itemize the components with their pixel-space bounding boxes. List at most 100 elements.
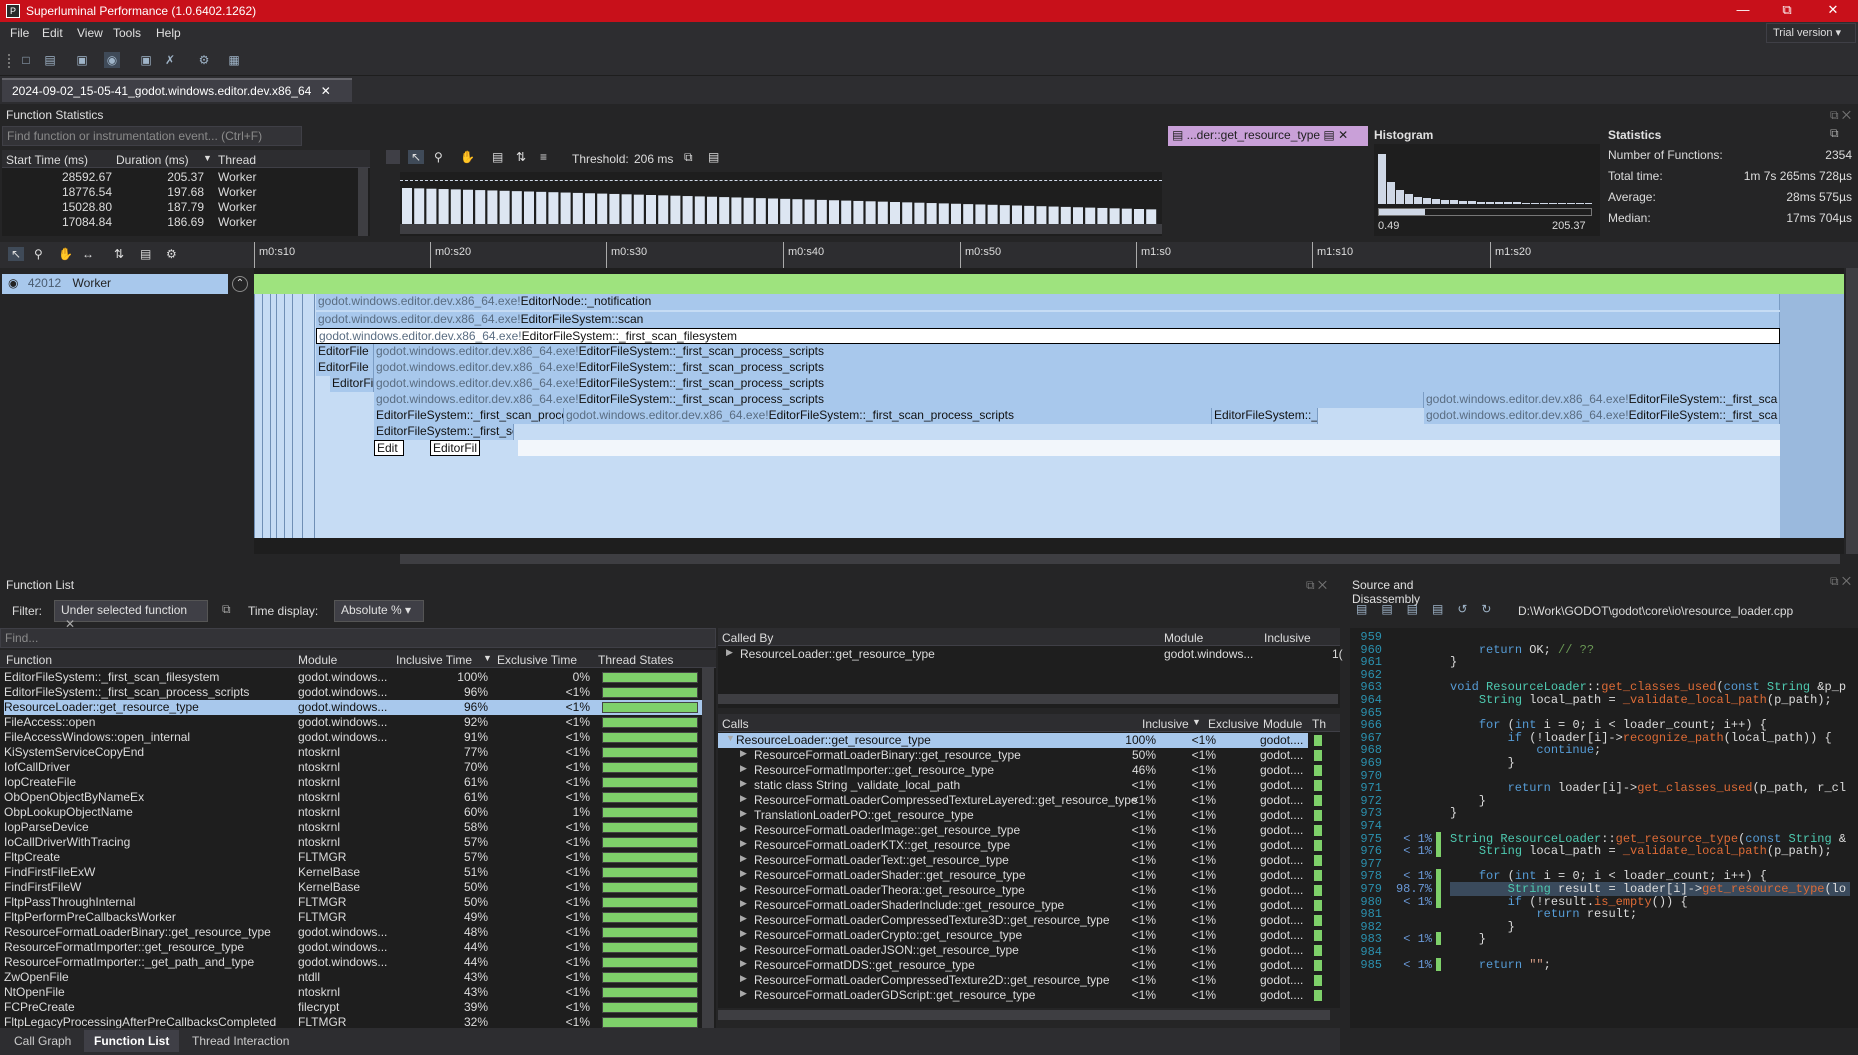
function-list-row[interactable]: IopCreateFile ntoskrnl 61% <1%: [4, 775, 714, 790]
calls-row[interactable]: ▶ ResourceFormatLoaderGDScript::get_resou…: [718, 988, 1322, 1003]
callstack-bar-short[interactable]: EditorFileSystem::_first_scan_proce: [374, 408, 564, 424]
fl-col-thread-states[interactable]: Thread States: [598, 653, 674, 667]
function-list-row[interactable]: FCPreCreate filecrypt 39% <1%: [4, 1000, 714, 1015]
calls-col-calls[interactable]: Calls: [722, 717, 749, 731]
source-line[interactable]: 961}: [1360, 655, 1458, 670]
source-line[interactable]: 972 }: [1360, 793, 1487, 808]
collapse-icon[interactable]: ⌃: [232, 276, 248, 292]
timeline-sort-icon[interactable]: ⇅: [114, 247, 125, 261]
function-list-row[interactable]: ObOpenObjectByNameEx ntoskrnl 61% <1%: [4, 790, 714, 805]
source-code-view[interactable]: 959 960 return OK; // ?? 961} 962 963 void Re…: [1350, 628, 1858, 1028]
callstack-bar-short[interactable]: EditorFi: [330, 376, 374, 392]
callstack-bar-process-scripts[interactable]: godot.windows.editor.dev.x86_64.exe!Edit…: [374, 360, 1780, 376]
function-list-scrollbar[interactable]: [702, 668, 714, 1030]
menu-file[interactable]: File: [10, 26, 30, 40]
calls-row[interactable]: ▶ ResourceFormatLoaderBinary::get_resourc…: [718, 748, 1322, 763]
callstack-bar-leaf[interactable]: [518, 440, 1780, 456]
source-line[interactable]: 967 if (!loader[i]->recognize_path(local…: [1360, 730, 1832, 745]
source-line[interactable]: 977: [1360, 856, 1382, 871]
document-tab[interactable]: 2024-09-02_15-05-41_godot.windows.editor…: [2, 78, 352, 102]
bars-icon[interactable]: ▤: [492, 150, 504, 164]
source-line[interactable]: 970: [1360, 768, 1382, 783]
stats-scrollbar[interactable]: [358, 168, 368, 236]
function-list-row[interactable]: KiSystemServiceCopyEnd ntoskrnl 77% <1%: [4, 745, 714, 760]
tab-call-graph[interactable]: Call Graph: [14, 1034, 72, 1048]
function-list-row[interactable]: IoCallDriverWithTracing ntoskrnl 57% <1%: [4, 835, 714, 850]
source-line[interactable]: 971 return loader[i]->get_classes_used(p…: [1360, 781, 1847, 796]
calls-row[interactable]: ▶ static class String _validate_local_pat…: [718, 778, 1322, 793]
calls-row[interactable]: ▶ ResourceFormatLoaderShaderInclude::get_…: [718, 898, 1322, 913]
source-line[interactable]: 983 < 1% }: [1360, 932, 1487, 947]
pan-icon[interactable]: ✋: [460, 150, 475, 164]
function-list-row[interactable]: EditorFileSystem::_first_scan_process_sc…: [4, 685, 714, 700]
calls-row[interactable]: ▶ ResourceFormatLoaderJSON::get_resource_…: [718, 943, 1322, 958]
cb-col-module[interactable]: Module: [1164, 631, 1204, 645]
sort-icon[interactable]: ⇅: [516, 150, 527, 164]
timeline-pan-icon[interactable]: ✋: [58, 247, 73, 261]
callstack-bar-first-scan-filesystem[interactable]: godot.windows.editor.dev.x86_64.exe!Edit…: [316, 328, 1780, 344]
tab-function-list[interactable]: Function List: [84, 1030, 180, 1052]
trial-dropdown[interactable]: Trial version ▾: [1766, 23, 1856, 43]
col-duration[interactable]: Duration (ms): [116, 153, 189, 167]
source-line[interactable]: 962: [1360, 667, 1382, 682]
callstack-bar-right[interactable]: godot.windows.editor.dev.x86_64.exe!Edit…: [1424, 392, 1780, 408]
timeline-filter-icon[interactable]: ▤: [140, 247, 152, 261]
function-search-input[interactable]: Find function or instrumentation event..…: [2, 126, 302, 146]
settings-icon[interactable]: ⚙: [198, 53, 210, 67]
col-start-time[interactable]: Start Time (ms): [6, 153, 89, 167]
calls-row[interactable]: ▶ ResourceFormatImporter::get_resource_ty…: [718, 763, 1322, 778]
callstack-bar-process-scripts[interactable]: godot.windows.editor.dev.x86_64.exe!Edit…: [374, 392, 1424, 408]
source-line[interactable]: 979 98.7% String result = loader[i]->get_…: [1350, 882, 1850, 897]
function-list-row[interactable]: IofCallDriver ntoskrnl 70% <1%: [4, 760, 714, 775]
menu-edit[interactable]: Edit: [42, 26, 63, 40]
calls-row[interactable]: ▶ ResourceFormatLoaderImage::get_resource…: [718, 823, 1322, 838]
distribution-scrollbar[interactable]: [400, 224, 1162, 234]
callstack-bar-right[interactable]: godot.windows.editor.dev.x86_64.exe!Edit…: [1424, 408, 1780, 424]
fl-col-function[interactable]: Function: [6, 653, 53, 667]
eye-icon[interactable]: ◉: [8, 276, 19, 290]
calls-col-thread[interactable]: Th: [1312, 717, 1327, 731]
callstack-bar-short[interactable]: EditorFileSystem::_: [1212, 408, 1318, 424]
cb-col-called-by[interactable]: Called By: [722, 631, 774, 645]
function-list-row[interactable]: ResourceFormatLoaderBinary::get_resource…: [4, 925, 714, 940]
source-line[interactable]: 965: [1360, 705, 1382, 720]
timeline-scrollbar[interactable]: [1846, 268, 1858, 554]
menu-help[interactable]: Help: [156, 26, 181, 40]
callstack-bar-process-scripts[interactable]: godot.windows.editor.dev.x86_64.exe!Edit…: [564, 408, 1212, 424]
timeline-hscrollbar[interactable]: [400, 554, 1840, 564]
zoom-icon[interactable]: ⚲: [434, 150, 443, 164]
calls-row[interactable]: ▶ ResourceFormatLoaderCompressedTexture3D…: [718, 913, 1322, 928]
source-line[interactable]: 978 < 1% for (int i = 0; i < loader_count…: [1360, 869, 1767, 884]
source-line[interactable]: 959: [1360, 630, 1382, 644]
callstack-bar-short[interactable]: EditorFile: [316, 360, 374, 376]
table-row[interactable]: 15028.80 187.79 Worker: [61, 200, 257, 214]
called-by-row[interactable]: ▶ ResourceLoader::get_resource_type godot.…: [726, 647, 1343, 661]
menu-view[interactable]: View: [77, 26, 103, 40]
fl-col-module[interactable]: Module: [298, 653, 338, 667]
source-line[interactable]: 980 < 1% if (!result.is_empty()) {: [1360, 894, 1688, 909]
source-line[interactable]: 964 String local_path = _validate_local_…: [1360, 693, 1832, 707]
source-line[interactable]: 973}: [1360, 806, 1458, 821]
calls-row[interactable]: ▶ TranslationLoaderPO::get_resource_type <…: [718, 808, 1322, 823]
source-line[interactable]: 966 for (int i = 0; i < loader_count; i+…: [1360, 718, 1767, 733]
function-list-row[interactable]: ResourceFormatImporter::get_resource_typ…: [4, 940, 714, 955]
function-list-row[interactable]: FindFirstFileExW KernelBase 51% <1%: [4, 865, 714, 880]
calls-col-module[interactable]: Module: [1263, 717, 1303, 731]
calls-row[interactable]: ▼ ResourceLoader::get_resource_type 100% <1…: [718, 733, 1322, 748]
table-row[interactable]: 17084.84 186.69 Worker: [61, 215, 257, 229]
timeline-settings-icon[interactable]: ⚙: [166, 247, 177, 261]
source-line[interactable]: 969 }: [1360, 756, 1515, 770]
calls-row[interactable]: ▶ ResourceFormatLoaderCompressedTextureLa…: [718, 793, 1322, 808]
fl-panel-icons[interactable]: ⧉ ✕: [1306, 578, 1328, 592]
function-list-row[interactable]: FltpPassThroughInternal FLTMGR 50% <1%: [4, 895, 714, 910]
selected-close-icon[interactable]: ✕: [1338, 128, 1349, 142]
table-row[interactable]: 18776.54 197.68 Worker: [61, 185, 257, 199]
function-list-row[interactable]: ZwOpenFile ntdll 43% <1%: [4, 970, 714, 985]
callstack-bar-process-scripts[interactable]: godot.windows.editor.dev.x86_64.exe!Edit…: [374, 344, 1780, 360]
table-row[interactable]: 28592.67 205.37 Worker: [61, 170, 257, 184]
time-display-dropdown[interactable]: Absolute % ▾: [334, 600, 424, 622]
calls-row[interactable]: ▶ ResourceFormatLoaderTheora::get_resourc…: [718, 883, 1322, 898]
source-line[interactable]: 960 return OK; // ??: [1360, 642, 1595, 657]
layout-icon[interactable]: ▦: [228, 53, 240, 67]
histogram-range-slider[interactable]: [1378, 208, 1592, 216]
